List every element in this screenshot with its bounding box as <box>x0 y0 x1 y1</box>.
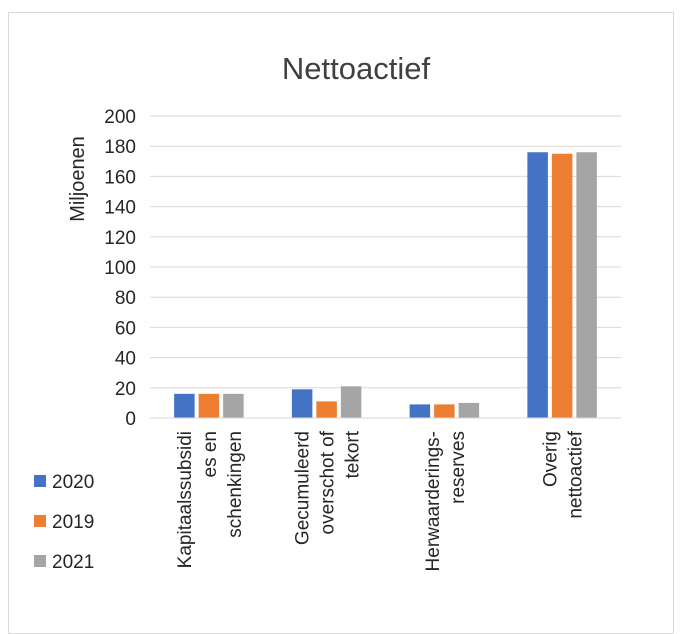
legend-swatch-2021 <box>34 555 46 567</box>
bar-2021-4 <box>576 152 597 419</box>
y-tick-label: 60 <box>115 318 136 339</box>
legend-label-2020: 2020 <box>52 472 94 493</box>
bars <box>174 152 597 419</box>
y-tick-label: 200 <box>104 107 136 128</box>
category-label-line: overschot of <box>318 430 339 534</box>
legend-swatch-2020 <box>34 475 46 487</box>
y-tick-label: 0 <box>125 409 136 430</box>
bar-2019-2 <box>316 401 337 418</box>
y-tick-label: 140 <box>104 198 136 219</box>
legend-swatch-2019 <box>34 515 46 527</box>
category-label-line: Gecumuleerd <box>293 431 314 545</box>
category-label-line: nettoactief <box>566 430 587 518</box>
category-label-line: tekort <box>343 430 364 478</box>
bar-2020-4 <box>527 152 548 419</box>
bar-2021-3 <box>458 402 480 418</box>
category-label: Kapitaalssubsidi es en schenkingen <box>175 431 246 568</box>
bar-2019-4 <box>551 153 573 418</box>
y-tick-label: 120 <box>104 228 136 249</box>
bar-2020-3 <box>409 404 431 418</box>
bar-2021-2 <box>340 386 362 418</box>
y-tick-label: 160 <box>104 167 136 188</box>
category-labels: Kapitaalssubsidi es en schenkingen Gecumule… <box>175 430 587 571</box>
legend-label-2021: 2021 <box>52 552 94 573</box>
category-label-line: schenkingen <box>225 431 246 538</box>
bar-2019-1 <box>198 393 220 418</box>
bar-2021-1 <box>223 393 244 418</box>
legend: 2020 2019 2021 <box>34 472 94 573</box>
category-label: Herwaarderings-reserves <box>423 431 469 571</box>
category-label-line: reserves <box>448 431 469 504</box>
chart-title: Nettoactief <box>282 51 431 86</box>
category-label: Overig nettoactief <box>541 430 587 518</box>
category-label: Gecumuleerd overschot of tekort <box>293 430 364 545</box>
y-tick-label: 100 <box>104 258 136 279</box>
y-axis-ticks: 0 20 40 60 80 100 120 140 160 180 200 <box>104 107 136 430</box>
bar-2020-1 <box>174 393 195 418</box>
legend-label-2019: 2019 <box>52 512 94 533</box>
y-tick-label: 80 <box>115 288 136 309</box>
gridlines <box>150 115 621 389</box>
bar-2020-2 <box>291 389 313 418</box>
y-axis-title: Miljoenen <box>67 136 89 222</box>
category-label-line: Kapitaalssubsidi <box>175 431 196 568</box>
category-label-line: es en <box>200 431 221 477</box>
y-tick-label: 180 <box>104 137 136 158</box>
y-tick-label: 40 <box>115 349 136 370</box>
chart: Nettoactief Miljoenen 0 20 40 60 80 100 120 140… <box>34 51 621 573</box>
category-label-line: Herwaarderings- <box>423 431 444 571</box>
category-label-line: Overig <box>541 431 562 487</box>
bar-2019-3 <box>434 404 455 418</box>
y-tick-label: 20 <box>115 379 136 400</box>
